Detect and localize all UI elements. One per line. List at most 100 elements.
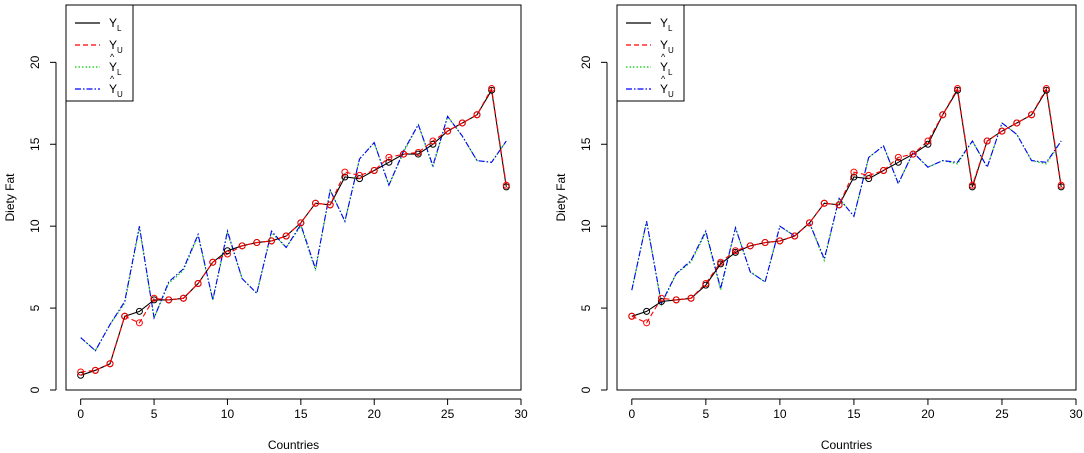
series-point-0 [924, 140, 932, 148]
legend-hat: ^ [661, 52, 666, 62]
legend-sub-1: U [668, 46, 674, 55]
series-point-1 [370, 166, 378, 174]
series-point-1 [282, 232, 290, 240]
legend-hat: ^ [110, 74, 115, 84]
series-point-1 [458, 119, 466, 127]
series-line-2 [80, 115, 507, 352]
legend-label-2: Y [109, 60, 117, 74]
series-point-1 [643, 319, 651, 327]
legend-label-3: Y [109, 82, 117, 96]
legend-sub-1: U [117, 46, 123, 55]
legend-label-2: Y [660, 60, 668, 74]
series-point-1 [223, 250, 231, 258]
series-point-1 [672, 296, 680, 304]
series-point-1 [805, 219, 813, 227]
series-point-1 [194, 280, 202, 288]
series-point-1 [488, 85, 496, 93]
x-tick-label: 15 [847, 407, 861, 421]
legend: Y LY U^Y L^Y U [616, 4, 685, 102]
x-tick-label: 20 [921, 407, 935, 421]
series-point-0 [356, 175, 364, 183]
series-point-1 [414, 148, 422, 156]
legend-box [65, 4, 134, 102]
series-point-1 [326, 201, 334, 209]
plot-frame [616, 4, 1077, 391]
series-point-1 [400, 150, 408, 158]
series-point-1 [894, 153, 902, 161]
y-tick-label: 10 [579, 219, 593, 233]
series-point-1 [835, 201, 843, 209]
legend-sub-0: L [117, 24, 122, 33]
series-line-3 [631, 122, 1062, 305]
legend-label-1: Y [109, 38, 117, 52]
legend-label-0: Y [660, 16, 668, 30]
series-point-1 [702, 280, 710, 288]
series-point-0 [385, 158, 393, 166]
series-point-1 [135, 319, 143, 327]
x-tick-label: 0 [77, 407, 84, 421]
series-point-0 [850, 173, 858, 181]
y-tick-label: 20 [28, 55, 42, 69]
series-point-1 [267, 237, 275, 245]
series-line-0 [631, 88, 1062, 317]
y-tick-label: 15 [579, 137, 593, 151]
series-point-1 [880, 166, 888, 174]
x-tick-label: 30 [1069, 407, 1083, 421]
series-point-0 [643, 307, 651, 315]
series-point-0 [223, 247, 231, 255]
series-point-1 [687, 294, 695, 302]
series-point-1 [628, 312, 636, 320]
series-line-2 [631, 122, 1062, 307]
series-point-1 [731, 247, 739, 255]
series-point-1 [865, 171, 873, 179]
series-point-1 [909, 150, 917, 158]
x-tick-label: 15 [294, 407, 308, 421]
y-axis-label: Diety Fat [554, 173, 568, 222]
series-point-1 [717, 258, 725, 266]
series-point-1 [746, 242, 754, 250]
legend-box [616, 4, 685, 102]
legend-sub-3: U [668, 90, 674, 99]
plot-frame [65, 4, 522, 391]
series-point-1 [1057, 181, 1065, 189]
series-point-1 [776, 237, 784, 245]
x-tick-label: 5 [702, 407, 709, 421]
series-point-1 [179, 294, 187, 302]
series-point-1 [791, 232, 799, 240]
series-point-1 [385, 153, 393, 161]
series-point-1 [924, 137, 932, 145]
y-tick-label: 5 [28, 304, 42, 311]
series-point-1 [297, 219, 305, 227]
legend: Y LY U^Y L^Y U [65, 4, 134, 102]
x-tick-label: 25 [995, 407, 1009, 421]
legend-label-0: Y [109, 16, 117, 30]
legend-sub-2: L [668, 68, 673, 77]
series-point-1 [502, 181, 510, 189]
x-tick-label: 25 [441, 407, 455, 421]
series-point-1 [91, 366, 99, 374]
x-tick-label: 0 [628, 407, 635, 421]
y-tick-label: 5 [579, 304, 593, 311]
y-tick-label: 10 [28, 219, 42, 233]
series-point-1 [429, 137, 437, 145]
series-line-1 [80, 86, 507, 373]
series-point-1 [954, 85, 962, 93]
y-tick-label: 20 [579, 55, 593, 69]
legend-hat: ^ [110, 52, 115, 62]
series-point-1 [253, 239, 261, 247]
legend-label-1: Y [660, 38, 668, 52]
series-point-0 [865, 175, 873, 183]
series-point-0 [77, 371, 85, 379]
y-axis-label: Diety Fat [3, 173, 17, 222]
series-point-1 [150, 294, 158, 302]
series-point-1 [121, 312, 129, 320]
series-point-1 [968, 181, 976, 189]
series-point-0 [341, 173, 349, 181]
series-point-1 [473, 111, 481, 119]
x-tick-label: 30 [514, 407, 528, 421]
series-point-1 [444, 127, 452, 135]
x-tick-label: 10 [221, 407, 235, 421]
series-point-1 [998, 127, 1006, 135]
series-point-1 [820, 199, 828, 207]
